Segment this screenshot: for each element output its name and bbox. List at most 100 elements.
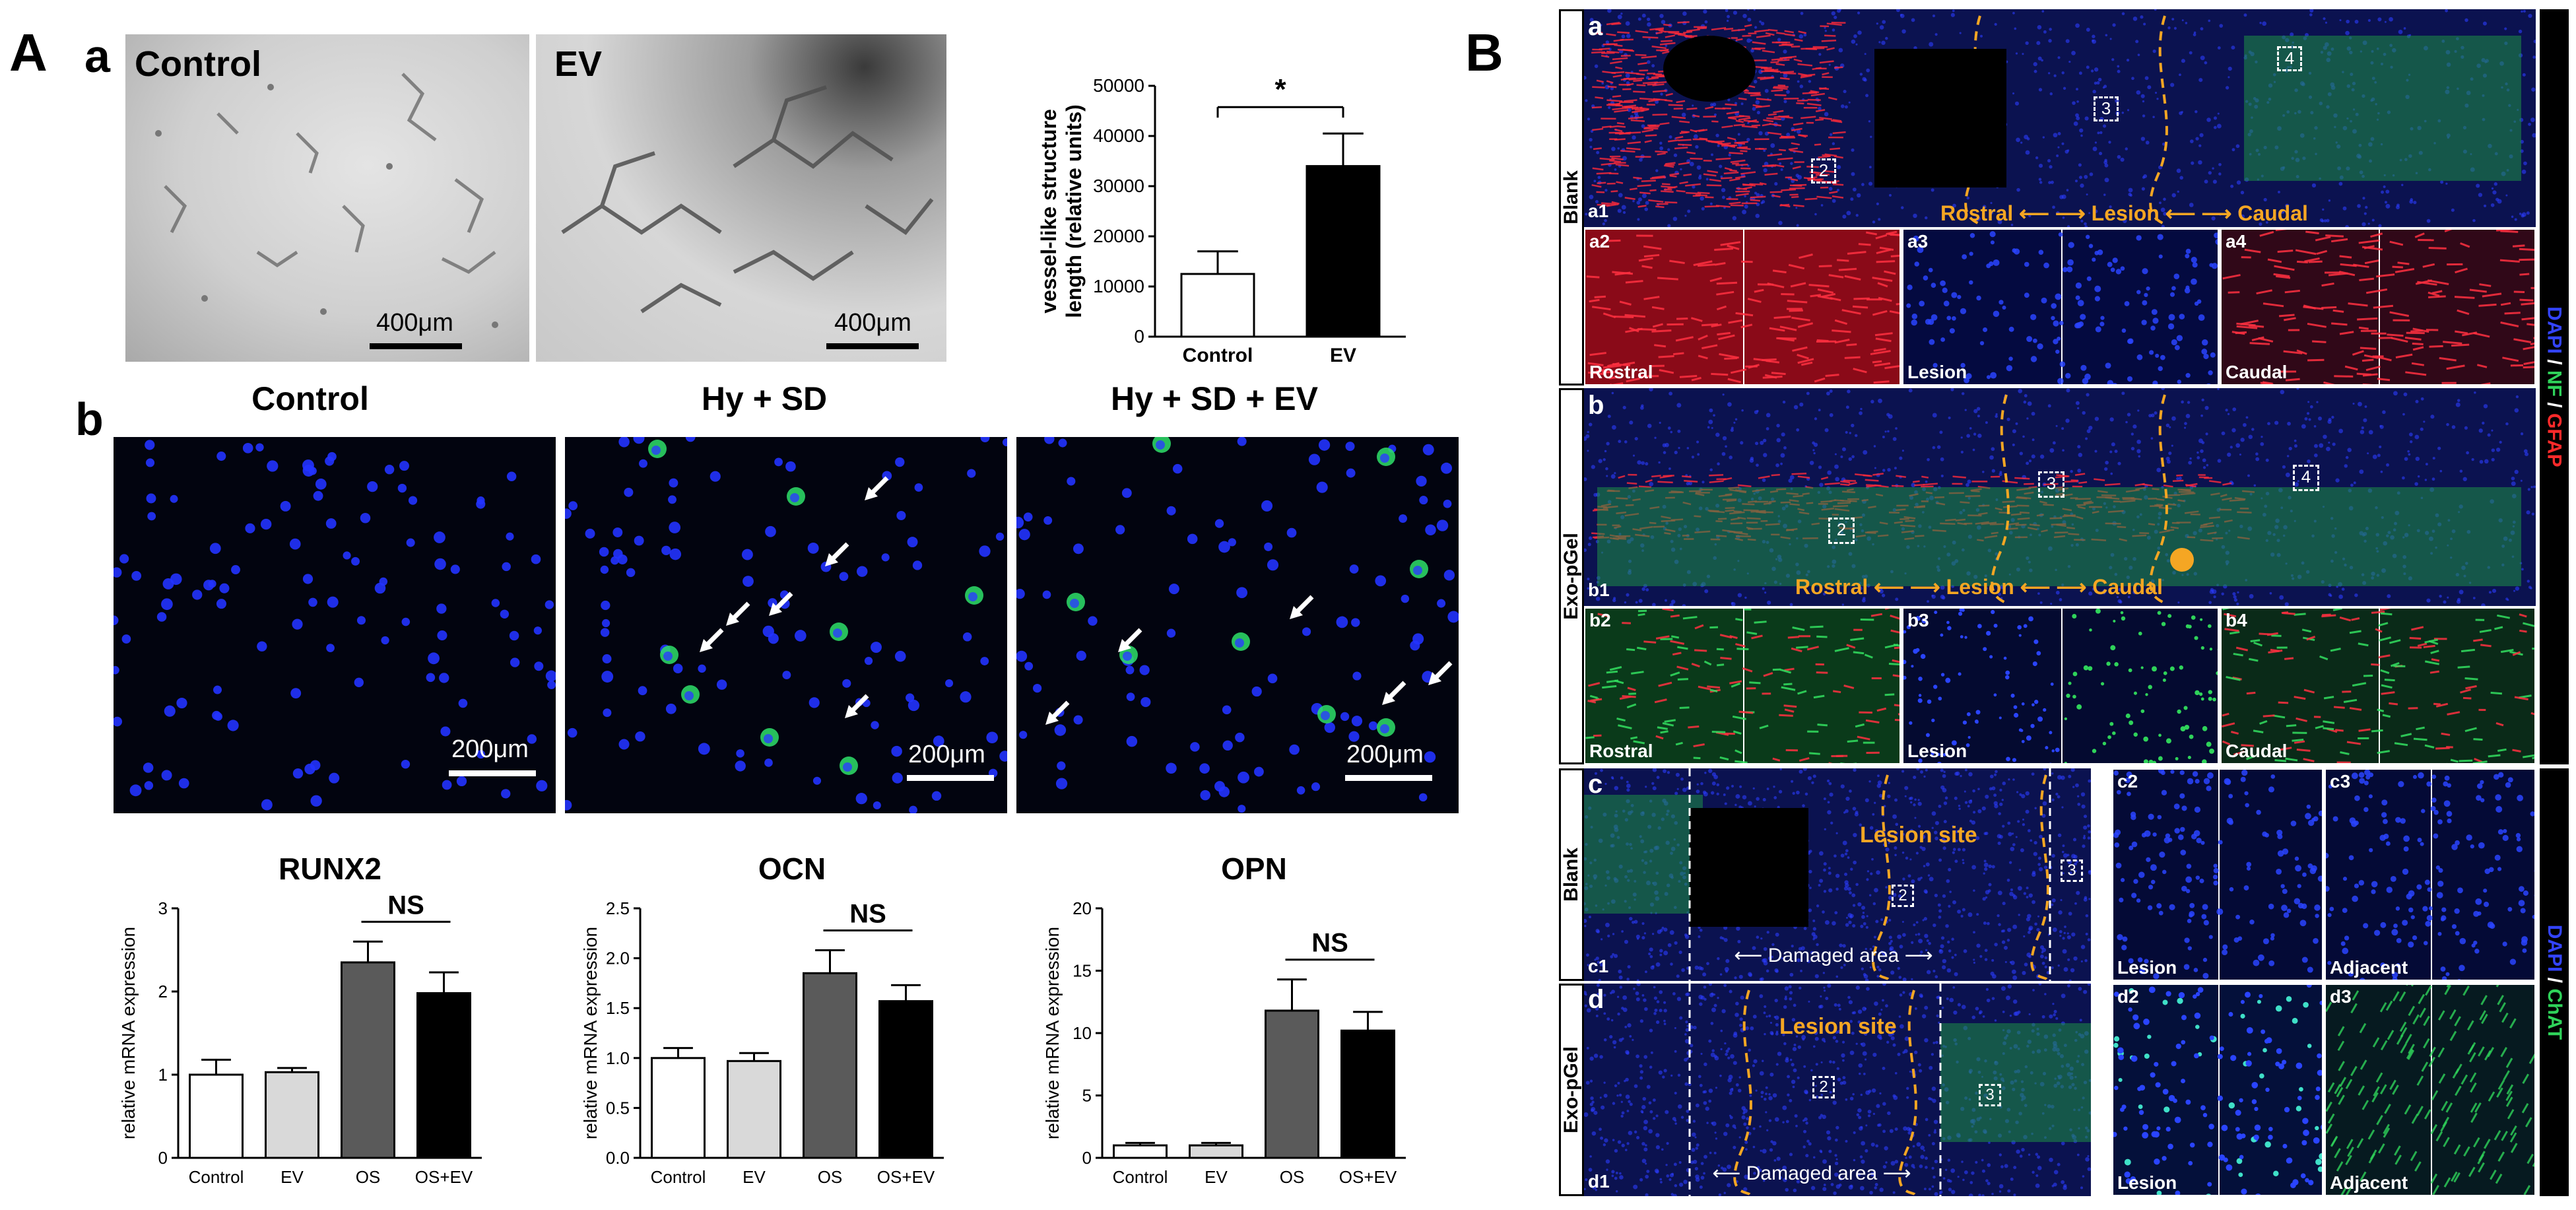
dapi-speck: [2488, 591, 2492, 594]
nf-gfap-fiber: [1846, 644, 1856, 649]
tunel-nucleus: [833, 628, 842, 638]
gfap-fiber: [1784, 33, 1795, 37]
nf-gfap-fiber: [1682, 616, 1698, 620]
dapi-speck: [2521, 568, 2524, 571]
dapi-speck: [2328, 593, 2332, 597]
dapi-nucleus: [908, 699, 920, 712]
dapi-speck: [1763, 149, 1766, 152]
dapi-cell: [2094, 285, 2101, 292]
nf-gfap-fiber: [1781, 686, 1796, 691]
dapi-cell: [1949, 328, 1955, 334]
dapi-speck: [2414, 434, 2420, 440]
dapi-speck: [1779, 162, 1782, 165]
gfap-fiber: [1678, 139, 1692, 142]
gfap-fiber: [2521, 317, 2534, 321]
sub-letter-b: b: [75, 393, 104, 445]
dapi-nucleus: [716, 679, 727, 690]
gfap-fiber: [2523, 366, 2534, 369]
dapi-speck: [2361, 426, 2364, 430]
dapi-nucleus: [434, 558, 446, 570]
nf-gfap-fiber: [2490, 691, 2503, 695]
gfap-fiber: [1764, 374, 1777, 379]
dapi-speck: [2341, 588, 2345, 591]
gfap-fiber: [2530, 342, 2534, 346]
dapi-speck: [1738, 974, 1743, 979]
dapi-speck: [2319, 443, 2324, 448]
gfap-fiber: [1595, 96, 1604, 100]
nf-speck: [1989, 655, 1993, 659]
bar: [1340, 1029, 1395, 1159]
dapi-nucleus: [857, 566, 868, 577]
dapi-speck: [2016, 137, 2020, 143]
dapi-speck: [1981, 806, 1986, 811]
dapi-speck: [2038, 178, 2042, 181]
dapi-speck: [2493, 182, 2497, 186]
gfap-fiber: [2277, 250, 2294, 253]
dapi-cell: [2094, 296, 2101, 302]
dapi-speck: [2171, 444, 2173, 447]
dapi-speck: [2404, 457, 2408, 461]
dapi-speck: [1717, 957, 1720, 960]
nf-gfap-fiber: [1676, 665, 1689, 671]
dapi-nucleus: [302, 574, 314, 584]
dapi-speck: [2217, 112, 2220, 115]
gfap-fiber: [2352, 350, 2364, 356]
gfap-fiber: [2500, 321, 2519, 327]
nf-gfap-fiber: [1691, 663, 1700, 668]
nf-gfap-fiber: [2423, 644, 2435, 648]
dapi-speck: [1940, 833, 1943, 836]
dapi-speck: [2033, 62, 2037, 67]
dapi-speck: [1586, 953, 1589, 957]
dapi-speck: [1830, 821, 1833, 824]
gfap-fiber: [1777, 157, 1793, 160]
dapi-speck: [1626, 81, 1630, 85]
gfap-fiber: [1711, 323, 1722, 328]
gfap-fiber: [1661, 40, 1673, 42]
gfap-fiber: [1592, 86, 1605, 88]
dapi-speck: [1589, 195, 1594, 199]
dapi-speck: [2017, 886, 2022, 891]
gfap-fiber: [1952, 475, 1966, 479]
row-a-box-4: 4: [2277, 46, 2302, 71]
gfap-fiber: [1738, 146, 1748, 149]
dapi-speck: [2457, 597, 2461, 601]
dapi-speck: [2018, 869, 2022, 871]
category-label: Control: [1183, 345, 1253, 366]
dapi-speck: [1921, 834, 1926, 839]
dapi-speck: [1878, 793, 1883, 798]
cell-network-ev: [561, 85, 934, 314]
dapi-nucleus: [406, 538, 415, 547]
gfap-fiber: [2429, 345, 2443, 348]
nf-gfap-fiber: [2333, 706, 2345, 709]
dapi-speck: [1866, 68, 1870, 73]
dapi-speck: [2084, 116, 2089, 121]
tunel-nucleus: [1321, 711, 1330, 720]
dapi-nucleus: [962, 632, 972, 642]
row-a-caudal: Caudal: [2237, 201, 2308, 225]
gfap-fiber: [1701, 323, 1719, 327]
dapi-speck: [2110, 472, 2113, 475]
gfap-fiber: [1707, 140, 1723, 145]
dapi-speck: [2015, 422, 2018, 425]
dapi-speck: [2414, 482, 2418, 486]
dapi-speck: [2217, 388, 2220, 391]
gfap-fiber: [1720, 241, 1741, 246]
gfap-fiber: [1800, 361, 1813, 366]
dapi-speck: [2098, 152, 2103, 156]
dapi-speck: [2086, 65, 2090, 69]
dapi-speck: [2177, 601, 2180, 604]
y-tick-label: 0: [1134, 326, 1144, 347]
nf-speck: [2208, 690, 2212, 694]
dapi-speck: [1783, 446, 1787, 450]
dapi-speck: [2031, 871, 2036, 875]
gfap-fiber: [2278, 314, 2295, 318]
nf-gfap-fiber: [1843, 684, 1855, 689]
dapi-speck: [1748, 973, 1752, 977]
dapi-speck: [2044, 956, 2048, 960]
dapi-speck: [2074, 869, 2077, 873]
dapi-cell: [1940, 337, 1946, 342]
dapi-speck: [1876, 965, 1880, 969]
gfap-fiber: [1624, 99, 1637, 102]
gfap-fiber: [1735, 312, 1754, 317]
